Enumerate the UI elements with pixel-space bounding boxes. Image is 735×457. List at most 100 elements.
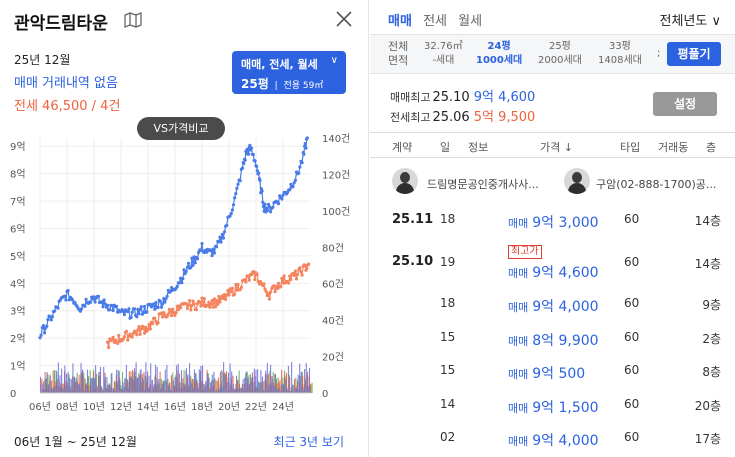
sale-point [186,261,191,265]
volume-bar [300,371,302,393]
pyeong-toggle-button[interactable]: 평풀기 [667,42,721,66]
trade-type-filter[interactable]: 매매, 전세, 월세 ∨ 25평 | 전용 59㎡ [232,51,346,94]
volume-bar [56,371,58,393]
area-option[interactable]: 32.76㎡ -세대 [424,41,463,66]
volume-bar [276,383,278,393]
settings-button[interactable]: 설정 [653,92,717,116]
volume-bar [224,374,226,393]
volume-bar [124,378,126,393]
sale-point [219,240,223,244]
sale-point [84,297,88,301]
jeonse-point [192,302,196,306]
volume-bar [195,373,197,393]
sale-point [154,301,158,305]
y-left-tick-label: 9억 [10,141,26,153]
y-right-tick-label: 40건 [322,315,344,327]
volume-bar [223,362,225,393]
volume-bar [179,388,181,393]
volume-bar [93,377,95,393]
sale-point [191,263,195,267]
volume-bar [164,380,166,393]
jeonse-point [125,329,129,333]
sale-point [293,178,297,182]
tab-jeonse[interactable]: 전세 [423,14,447,29]
volume-bar [57,362,59,393]
sale-point [248,143,252,147]
sale-point [195,257,200,261]
volume-bar [156,366,158,393]
jeonse-point [262,282,266,286]
sale-point [96,294,101,298]
col-price[interactable]: 가격 ↓ [540,141,573,154]
volume-bar [310,383,312,393]
max-jeonse-row: 전세최고 25.06 5억 9,500 [390,110,536,125]
jeonse-point [138,332,142,336]
map-icon[interactable] [124,12,142,28]
sale-point [63,294,67,298]
y-left-tick-label: 8억 [10,169,26,181]
vs-compare-button[interactable]: VS가격비교 [137,117,225,140]
y-left-tick-label: 4억 [10,278,26,290]
jeonse-point [212,297,216,301]
volume-bar [295,388,298,393]
sale-point [46,317,50,322]
sale-point [126,309,130,314]
jeonse-point [166,312,170,316]
sale-point [235,186,239,190]
jeonse-point [153,316,157,320]
sale-point [215,245,219,249]
volume-bar [62,383,64,393]
x-tick-label: 14년 [137,401,159,413]
agent-name[interactable]: 드림명문공인중개사사... [427,178,539,191]
sale-point [280,197,284,201]
y-right-tick-label: 60건 [322,279,344,291]
volume-bar [287,365,289,393]
area-header: 전체 면적 [388,40,409,67]
tab-monthly[interactable]: 월세 [458,14,483,29]
y-left-tick-label: 6억 [10,223,26,235]
jeonse-point [191,299,195,303]
jeonse-point [165,315,169,319]
area-option[interactable]: 33평 1408세대 [598,41,642,66]
sale-point [211,247,215,251]
y-right-tick-label: 80건 [322,242,344,254]
agent-name[interactable]: 구암(02-888-1700)공... [596,178,717,191]
area-option-selected[interactable]: 24평 1000세대 [476,41,523,66]
sale-point [288,188,292,192]
sale-point [114,304,119,308]
sale-point [255,164,259,168]
recent-3years-link[interactable]: 최근 3년 보기 [273,435,344,449]
volume-bar [159,371,161,393]
volume-bar [91,377,93,393]
tab-sale[interactable]: 매매 [388,14,412,29]
volume-bar [52,370,54,393]
volume-bar [191,379,194,393]
sale-point [257,171,261,175]
price-chart[interactable]: 06년 08년 10년 12년 14년 16년 18년 20년 22년 24년 0 1억 2억 3억 4억 5… [0,120,369,420]
sale-line [39,137,308,339]
jeonse-point [239,285,243,289]
area-option[interactable]: 25평 2000세대 [538,41,582,66]
sale-point [64,298,68,302]
jeonse-point [156,321,160,325]
sale-point [101,305,105,309]
jeonse-point [207,300,211,304]
close-icon[interactable] [334,9,354,29]
sale-status: 매매 거래내역 없음 [14,76,118,91]
col-floor: 층 [706,141,717,154]
sale-point [266,208,270,212]
volume-bar [87,376,90,393]
volume-bar [111,372,113,393]
volume-bar [269,370,271,393]
volume-bar [123,387,125,393]
year-select[interactable]: 전체년도 ∨ [660,10,722,29]
volume-bar [246,371,248,393]
volume-bar [127,387,129,393]
volume-bar [291,362,293,393]
volume-bar [122,382,124,393]
sale-point [66,288,70,293]
sale-point [156,305,160,309]
sale-point [221,236,225,240]
sale-point [200,242,204,246]
sale-point [129,315,133,319]
